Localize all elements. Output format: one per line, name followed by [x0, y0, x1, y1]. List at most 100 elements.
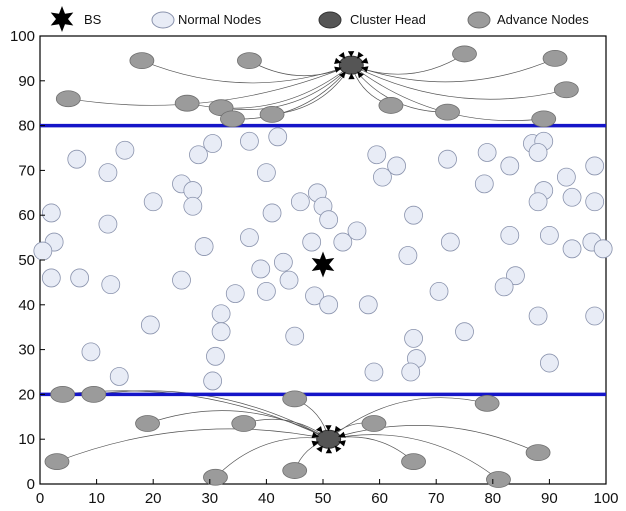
normal-node: [333, 232, 353, 252]
legend-cluster-head: Cluster Head: [318, 11, 426, 29]
legend: BS Normal Nodes Cluster Head Advance Nod…: [50, 6, 589, 32]
advance-node: [81, 385, 107, 403]
arrowhead: [311, 440, 320, 447]
normal-node: [302, 232, 322, 252]
normal-node: [256, 163, 276, 183]
arrowhead: [357, 51, 364, 59]
arrowhead: [348, 73, 355, 80]
normal-node: [556, 167, 576, 187]
normal-node: [500, 156, 520, 176]
normal-node: [494, 277, 514, 297]
normal-node: [98, 214, 118, 234]
normal-node: [401, 362, 421, 382]
x-axis: 0 10 20 30 40 50 60 70 80 90 100: [36, 479, 619, 507]
normal-node: [240, 131, 259, 151]
normal-node: [101, 275, 121, 295]
x-tick-label: 10: [88, 490, 105, 507]
normal-node: [373, 167, 392, 187]
advance-node: [44, 453, 70, 471]
arrowhead: [360, 66, 369, 73]
normal-node: [562, 187, 582, 207]
arrowhead: [325, 425, 332, 432]
region-boundaries: [40, 123, 606, 397]
cluster-link: [351, 64, 567, 100]
cluster-link: [328, 434, 499, 480]
base-station-star: [311, 251, 335, 278]
advance-node: [259, 106, 285, 123]
normal-node: [41, 203, 61, 223]
advance-node: [401, 453, 426, 471]
normal-node: [540, 353, 559, 373]
normal-node: [398, 246, 418, 265]
advance-node: [174, 94, 200, 112]
cluster-link: [232, 64, 352, 120]
advance-node: [531, 110, 557, 128]
advance-node: [55, 90, 81, 108]
arrowhead: [311, 432, 320, 439]
advance-nodes: [44, 45, 579, 488]
normal-node: [528, 192, 548, 212]
normal-node: [194, 237, 214, 256]
y-tick-label: 0: [27, 476, 35, 493]
legend-normal-nodes: Normal Nodes: [151, 11, 262, 29]
cluster-link: [93, 390, 329, 440]
cluster-link: [221, 64, 352, 110]
normal-node: [585, 192, 605, 212]
normal-node: [347, 221, 367, 241]
normal-node: [474, 174, 494, 194]
y-tick-label: 100: [10, 28, 35, 45]
normal-node: [500, 225, 520, 245]
y-tick-label: 60: [18, 207, 35, 224]
y-tick-label: 80: [18, 118, 35, 135]
arrowhead: [334, 425, 342, 433]
y-tick-label: 40: [18, 297, 35, 314]
advance-node-legend-marker: [467, 11, 491, 29]
legend-bs: BS: [50, 6, 102, 32]
y-tick-label: 20: [18, 386, 35, 403]
x-tick-label: 50: [315, 490, 332, 507]
cluster-link: [56, 428, 329, 462]
normal-node: [206, 346, 225, 366]
arrowhead: [357, 71, 364, 79]
advance-node: [135, 415, 160, 432]
normal-node: [251, 259, 271, 279]
advance-node: [203, 468, 228, 486]
normal-node: [438, 149, 457, 169]
advance-node: [231, 415, 257, 432]
arrowhead: [325, 447, 333, 454]
normal-node: [455, 322, 474, 342]
normal-node: [562, 239, 582, 259]
cluster-heads: [311, 51, 369, 454]
normal-node: [540, 225, 559, 245]
cluster-link: [328, 397, 488, 440]
legend-label-normal-nodes: Normal Nodes: [178, 12, 262, 27]
normal-node: [256, 281, 276, 301]
advance-node: [282, 390, 308, 408]
normal-node: [109, 367, 129, 386]
arrowhead: [338, 431, 346, 438]
x-tick-label: 20: [145, 490, 162, 507]
cluster-link: [351, 58, 556, 83]
normal-node: [528, 306, 548, 326]
cluster-link: [215, 437, 329, 478]
normal-node: [268, 127, 288, 147]
advance-node: [237, 52, 262, 70]
normal-node: [285, 326, 305, 346]
normal-node: [367, 145, 387, 165]
y-axis: 0 10 20 30 40 50 60 70 80 90 100: [10, 28, 45, 493]
x-tick-label: 90: [541, 490, 558, 507]
x-tick-label: 70: [428, 490, 445, 507]
normal-node: [477, 143, 497, 162]
advance-node: [282, 462, 308, 479]
normal-node: [81, 342, 101, 362]
normal-node: [279, 270, 299, 290]
advance-node: [220, 110, 245, 128]
arrowhead: [316, 445, 323, 453]
legend-label-cluster-head: Cluster Head: [350, 12, 426, 27]
normal-node: [33, 241, 53, 261]
normal-node: [273, 252, 293, 272]
advance-node: [525, 444, 551, 462]
arrowhead: [338, 440, 346, 447]
normal-node-legend-marker: [151, 11, 175, 29]
